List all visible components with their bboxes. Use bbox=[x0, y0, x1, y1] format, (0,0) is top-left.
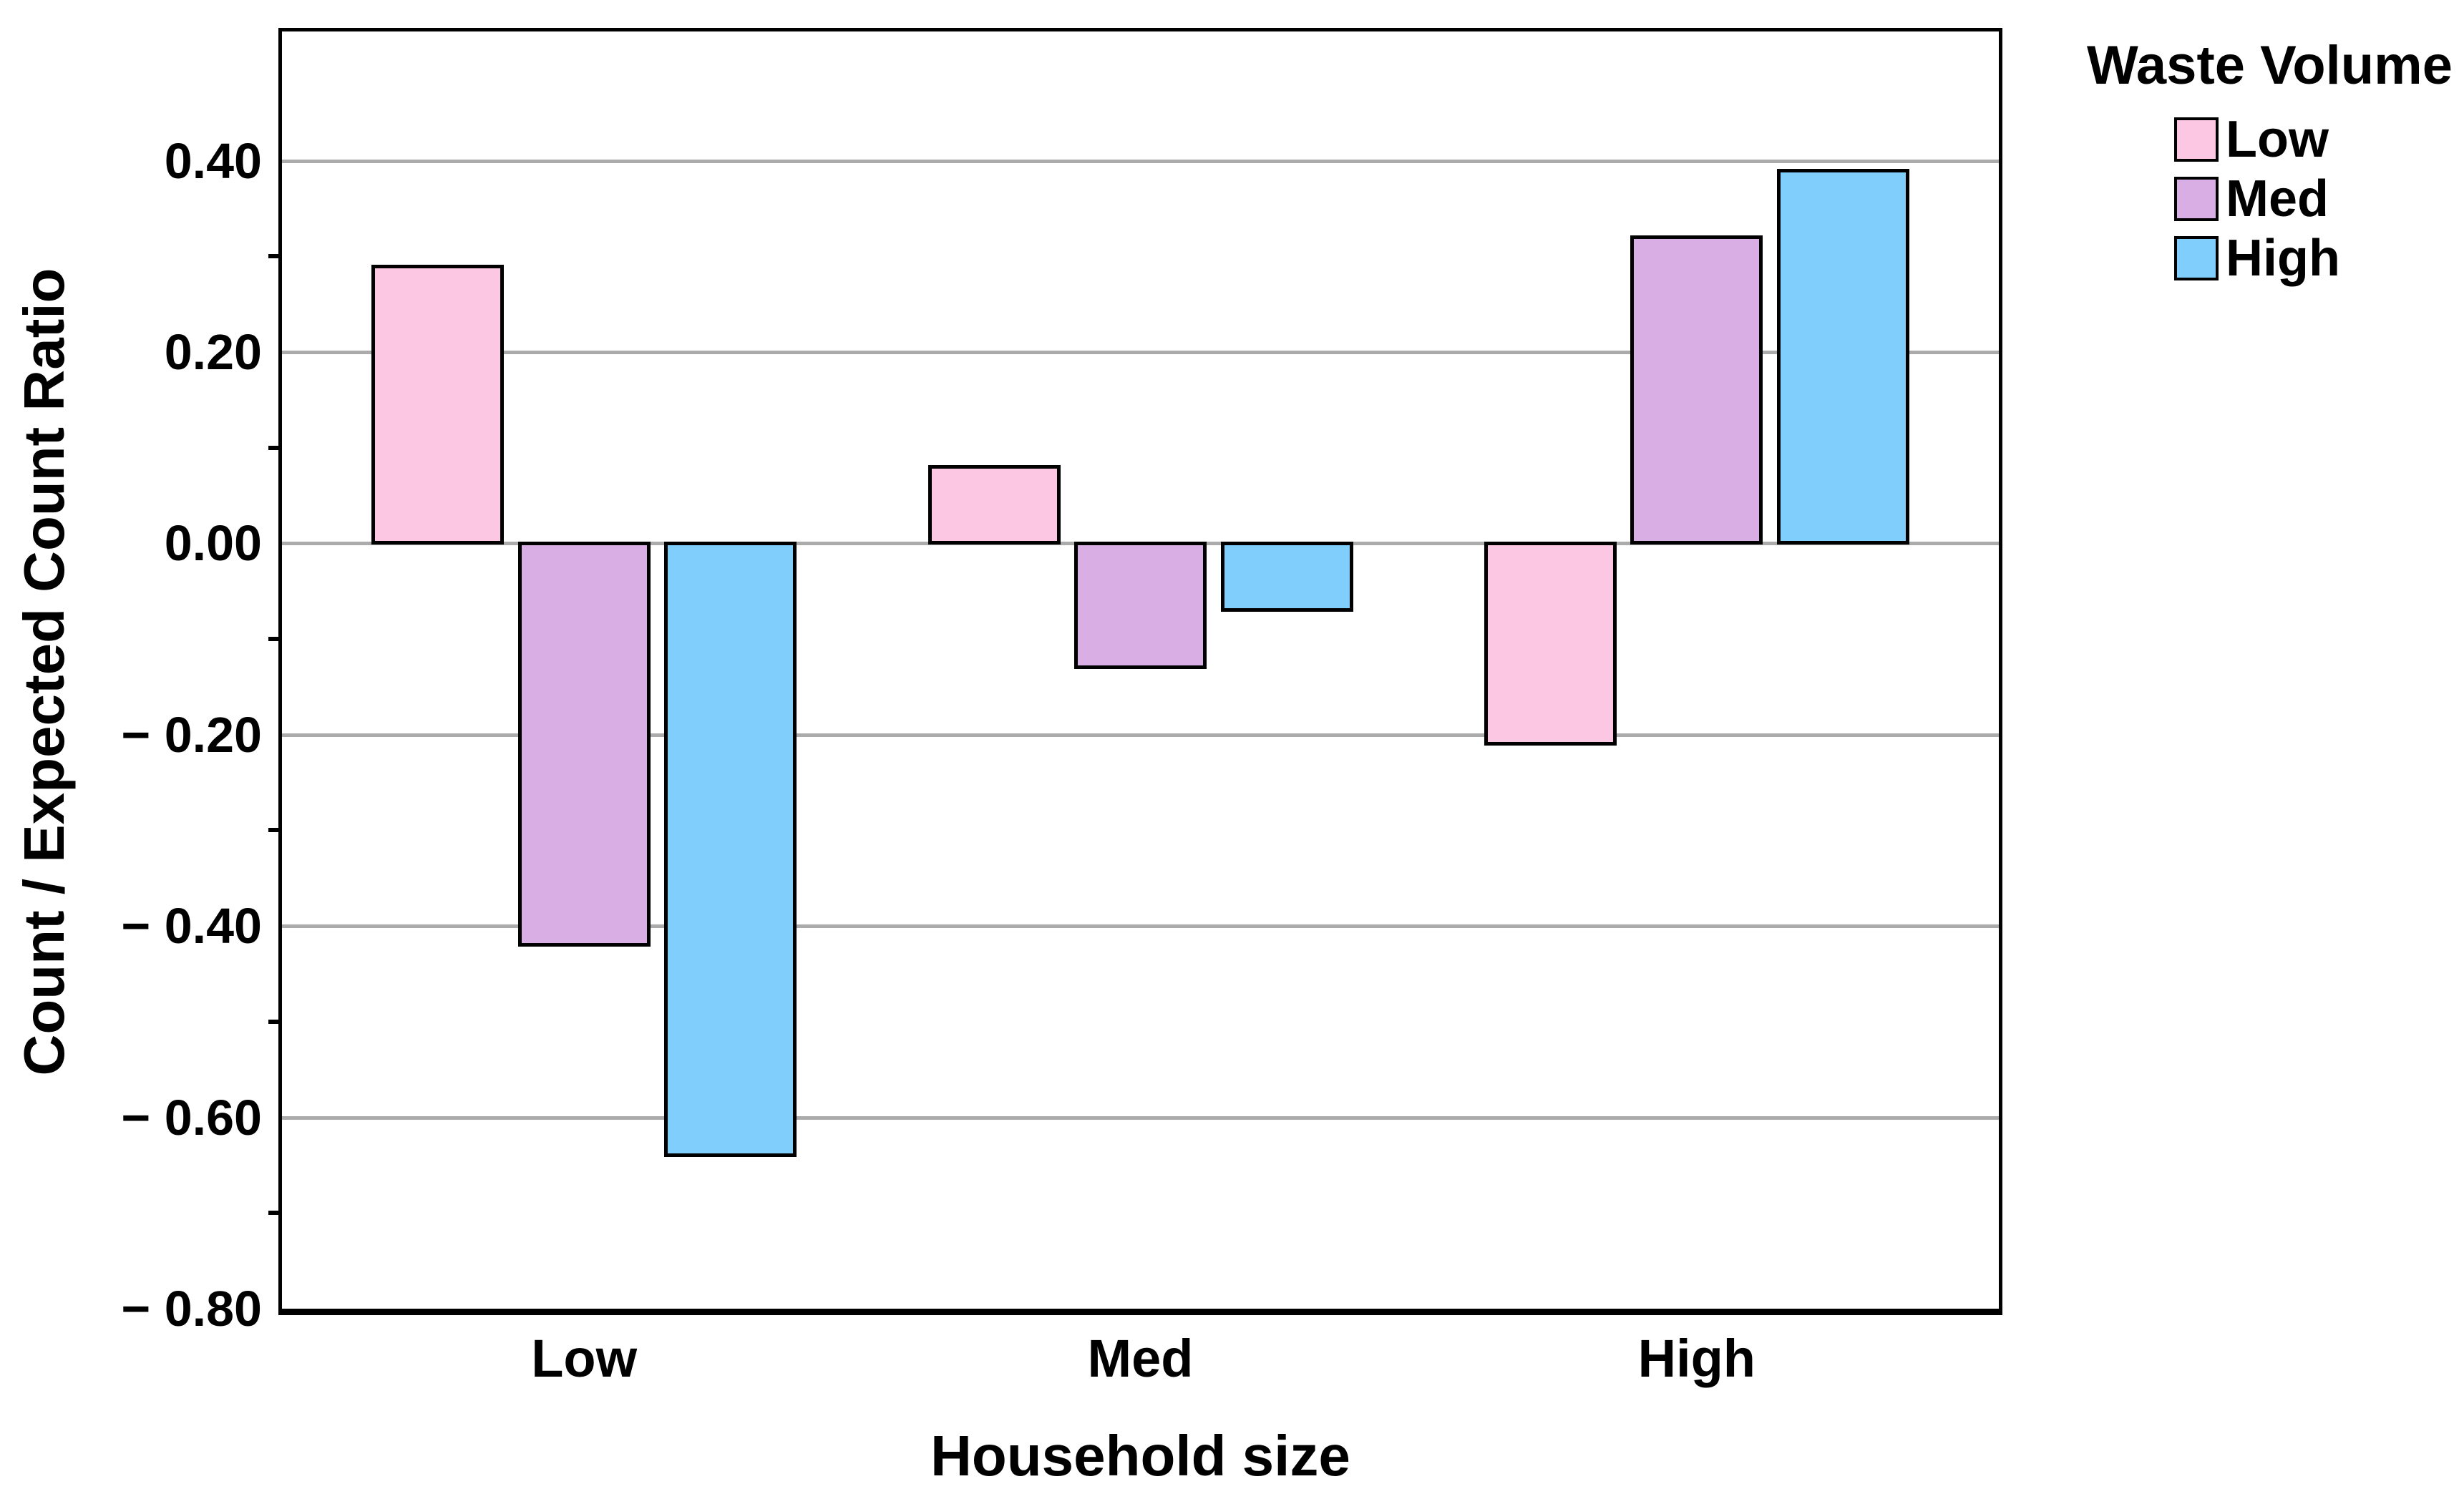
y-tick-label-− 0.40: − 0.40 bbox=[121, 898, 262, 954]
legend-item-high: High bbox=[2174, 230, 2464, 287]
y-axis-minor-tick bbox=[268, 254, 280, 259]
x-category-label-low: Low bbox=[531, 1329, 638, 1388]
y-axis-minor-tick bbox=[268, 828, 280, 833]
bar-high-high bbox=[1776, 168, 1909, 545]
legend-title: Waste Volume bbox=[2087, 35, 2453, 96]
bar-med-high bbox=[1220, 542, 1353, 612]
y-axis-minor-tick bbox=[268, 1211, 280, 1216]
legend-label-high: High bbox=[2226, 230, 2340, 287]
bar-high-med bbox=[1630, 235, 1763, 545]
y-tick-label-− 0.20: − 0.20 bbox=[121, 706, 262, 763]
plot-area bbox=[278, 28, 2002, 1315]
y-tick-label-− 0.80: − 0.80 bbox=[121, 1281, 262, 1337]
bar-low-high bbox=[664, 542, 797, 1158]
legend-item-med: Med bbox=[2174, 170, 2464, 228]
bar-med-low bbox=[927, 465, 1061, 545]
legend-items: Low Med High bbox=[2174, 111, 2464, 287]
y-tick-label-0.20: 0.20 bbox=[164, 323, 262, 380]
legend-label-low: Low bbox=[2226, 111, 2329, 168]
gridline-0.20 bbox=[282, 350, 1999, 354]
bar-low-med bbox=[517, 542, 651, 947]
x-category-label-high: High bbox=[1637, 1329, 1756, 1388]
legend-swatch-med bbox=[2174, 177, 2219, 221]
legend-label-med: Med bbox=[2226, 170, 2329, 228]
x-axis-title: Household size bbox=[930, 1424, 1350, 1488]
y-axis-minor-tick bbox=[268, 445, 280, 450]
legend-item-low: Low bbox=[2174, 111, 2464, 168]
gridline-− 0.40 bbox=[282, 924, 1999, 929]
gridline-− 0.20 bbox=[282, 733, 1999, 737]
y-tick-label-− 0.60: − 0.60 bbox=[121, 1089, 262, 1146]
gridline-− 0.60 bbox=[282, 1115, 1999, 1120]
y-axis-minor-tick bbox=[268, 1019, 280, 1024]
y-axis-title: Count / Expected Count Ratio bbox=[12, 268, 76, 1075]
y-axis-minor-tick bbox=[268, 637, 280, 642]
gridline-0.40 bbox=[282, 159, 1999, 163]
bar-med-med bbox=[1074, 542, 1207, 670]
legend: Waste Volume Low Med High bbox=[2075, 36, 2464, 296]
y-tick-label-0.00: 0.00 bbox=[164, 515, 262, 572]
bar-low-low bbox=[371, 264, 505, 545]
bar-high-low bbox=[1484, 542, 1617, 746]
legend-swatch-high bbox=[2174, 236, 2219, 280]
legend-swatch-low bbox=[2174, 117, 2219, 162]
y-tick-label-0.40: 0.40 bbox=[164, 132, 262, 189]
x-category-label-med: Med bbox=[1087, 1329, 1194, 1388]
